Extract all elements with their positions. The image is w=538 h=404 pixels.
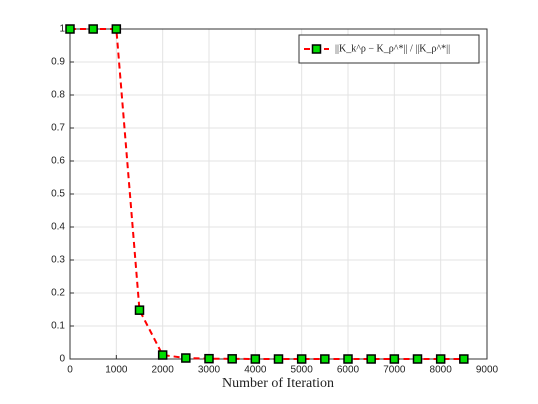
y-tick-label: 0.9 xyxy=(51,57,65,68)
legend-marker xyxy=(311,44,322,54)
x-tick-label: 7000 xyxy=(383,365,406,376)
x-tick-label: 6000 xyxy=(337,365,360,376)
data-point xyxy=(111,24,122,34)
data-point xyxy=(204,353,214,364)
data-point xyxy=(343,354,353,364)
y-tick-label: 1 xyxy=(59,24,65,35)
legend-label: ||K_k^ρ − K_ρ^*|| / ||K_ρ^*|| xyxy=(335,43,450,54)
data-point xyxy=(157,350,168,360)
y-tick-label: 0.7 xyxy=(51,123,65,134)
x-tick-label: 2000 xyxy=(152,365,175,376)
data-point xyxy=(435,354,446,364)
data-point xyxy=(134,305,145,315)
x-tick-label: 8000 xyxy=(430,365,453,376)
data-point xyxy=(65,24,75,34)
data-point xyxy=(296,354,307,364)
x-tick-label: 3000 xyxy=(198,365,221,376)
data-point xyxy=(412,354,423,364)
y-tick-label: 0.6 xyxy=(51,156,65,167)
data-point xyxy=(181,353,191,363)
y-tick-label: 0.3 xyxy=(51,255,65,266)
data-point xyxy=(273,354,284,364)
data-point xyxy=(459,354,469,364)
data-point xyxy=(366,354,376,364)
y-tick-label: 0.4 xyxy=(51,222,65,233)
data-point xyxy=(88,24,98,34)
data-point xyxy=(389,354,400,364)
y-tick-label: 0.8 xyxy=(51,90,65,101)
x-tick-label: 9000 xyxy=(476,365,499,376)
x-tick-label: 4000 xyxy=(244,365,267,376)
y-tick-label: 0.5 xyxy=(51,189,65,200)
y-tick-label: 0 xyxy=(59,354,65,365)
x-axis-label: Number of Iteration xyxy=(222,376,334,391)
data-point xyxy=(227,354,237,364)
data-point xyxy=(250,354,261,364)
x-tick-label: 0 xyxy=(67,365,73,376)
x-tick-label: 5000 xyxy=(291,365,314,376)
y-tick-label: 0.2 xyxy=(51,288,65,299)
y-tick-label: 0.1 xyxy=(51,321,65,332)
x-tick-label: 1000 xyxy=(105,365,128,376)
data-point xyxy=(320,354,330,364)
